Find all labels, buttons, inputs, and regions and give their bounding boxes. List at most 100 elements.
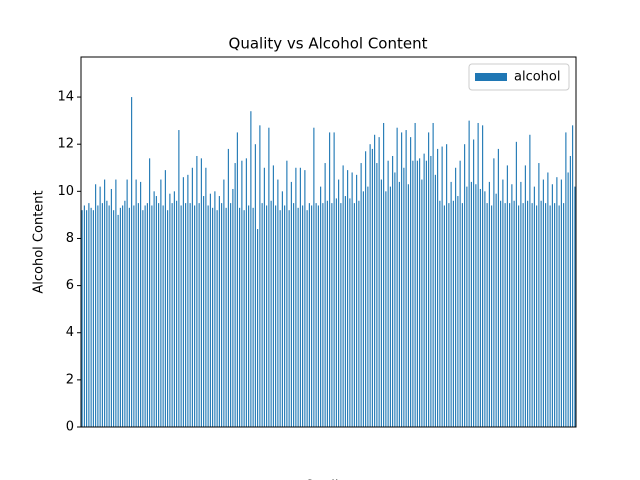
- bar: [83, 205, 85, 427]
- bar: [482, 125, 484, 428]
- bar: [158, 203, 160, 427]
- bar: [335, 198, 337, 427]
- bar: [414, 122, 416, 428]
- bar: [151, 205, 153, 427]
- bar: [358, 200, 360, 427]
- bar: [308, 203, 310, 427]
- bar: [347, 170, 349, 427]
- bar: [223, 179, 225, 427]
- bar: [239, 207, 241, 427]
- bar: [196, 155, 198, 427]
- bar: [169, 193, 171, 427]
- bar: [380, 179, 382, 427]
- bar: [560, 179, 562, 427]
- bar: [284, 205, 286, 427]
- bar: [81, 210, 83, 427]
- bar: [425, 160, 427, 427]
- bar: [290, 181, 292, 427]
- y-tick-label: 8: [66, 231, 74, 246]
- bar: [387, 160, 389, 427]
- bar: [495, 193, 497, 427]
- bar: [558, 205, 560, 427]
- bar: [86, 210, 88, 427]
- bar: [488, 181, 490, 427]
- bar: [497, 148, 499, 427]
- bar: [536, 205, 538, 427]
- bar: [500, 200, 502, 427]
- bar: [569, 155, 571, 427]
- bar: [527, 200, 529, 427]
- bar: [216, 210, 218, 427]
- bar: [104, 179, 106, 427]
- bar: [167, 210, 169, 427]
- legend-label: alcohol: [514, 70, 560, 85]
- bar: [542, 179, 544, 427]
- bar: [421, 179, 423, 427]
- bar: [549, 205, 551, 427]
- bar: [410, 137, 412, 428]
- bar: [506, 165, 508, 427]
- bar: [207, 205, 209, 427]
- bar: [182, 177, 184, 427]
- bar: [164, 170, 166, 427]
- legend-box: [468, 63, 570, 91]
- bar: [281, 191, 283, 427]
- bar: [540, 200, 542, 427]
- bar: [551, 184, 553, 427]
- bar: [450, 181, 452, 427]
- bar: [353, 203, 355, 427]
- bar: [457, 196, 459, 427]
- bar: [331, 203, 333, 427]
- bar: [189, 203, 191, 427]
- bar: [313, 127, 315, 428]
- bar: [212, 207, 214, 427]
- bar: [360, 163, 362, 427]
- y-tick-label: 4: [66, 325, 74, 340]
- bar: [160, 179, 162, 427]
- bar: [533, 186, 535, 427]
- bar: [324, 163, 326, 427]
- bar: [259, 125, 261, 428]
- bar: [180, 205, 182, 427]
- bar: [279, 210, 281, 427]
- bar: [403, 167, 405, 427]
- bar: [149, 158, 151, 427]
- bar: [509, 203, 511, 427]
- plot-frame: [80, 56, 577, 428]
- bar: [461, 203, 463, 427]
- bar: [448, 203, 450, 427]
- bar: [295, 167, 297, 427]
- bar: [473, 139, 475, 427]
- bar: [464, 144, 466, 427]
- bar: [443, 205, 445, 427]
- bar: [320, 186, 322, 427]
- y-tick-label: 2: [66, 372, 74, 387]
- bar: [95, 184, 97, 427]
- bar: [194, 205, 196, 427]
- bar: [227, 148, 229, 427]
- bar: [236, 132, 238, 428]
- bar: [106, 200, 108, 427]
- bar: [133, 205, 135, 427]
- bar: [293, 203, 295, 427]
- y-tick-label: 0: [66, 420, 74, 435]
- bar: [191, 167, 193, 427]
- bar: [556, 177, 558, 427]
- bar: [99, 186, 101, 427]
- bar: [432, 122, 434, 428]
- bar: [254, 144, 256, 427]
- bar: [92, 210, 94, 427]
- bar: [344, 196, 346, 427]
- bar: [338, 179, 340, 427]
- bar: [302, 205, 304, 427]
- bar: [230, 203, 232, 427]
- bar: [385, 191, 387, 427]
- bar: [203, 196, 205, 427]
- bar: [173, 191, 175, 427]
- bar: [137, 203, 139, 427]
- bar: [261, 203, 263, 427]
- bar: [286, 160, 288, 427]
- bar: [374, 134, 376, 428]
- bar: [518, 205, 520, 427]
